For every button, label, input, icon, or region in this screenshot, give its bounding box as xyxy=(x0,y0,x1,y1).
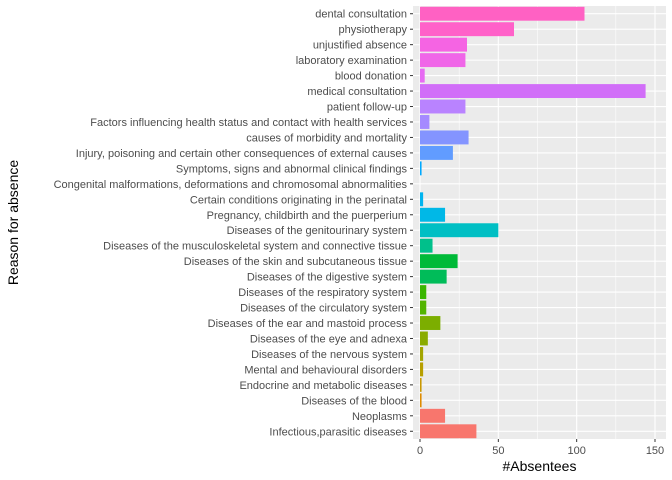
y-tick-label: Diseases of the genitourinary system xyxy=(227,225,407,237)
bar-26 xyxy=(420,393,422,408)
bar-27 xyxy=(420,408,446,423)
bar-22 xyxy=(420,331,428,346)
y-tick-label: Diseases of the skin and subcutaneous ti… xyxy=(184,256,407,268)
y-tick-label: laboratory examination xyxy=(296,55,407,67)
bar-19 xyxy=(420,285,427,300)
bar-7 xyxy=(420,99,466,114)
x-tick-label: 100 xyxy=(567,445,585,457)
y-tick-label: medical consultation xyxy=(307,86,407,98)
bar-18 xyxy=(420,269,447,284)
bar-6 xyxy=(420,84,646,99)
y-tick-label: Diseases of the musculoskeletal system a… xyxy=(103,241,407,253)
bar-13 xyxy=(420,192,424,207)
y-tick-label: Factors influencing health status and co… xyxy=(90,117,407,129)
y-tick-label: Mental and behavioural disorders xyxy=(244,364,407,376)
bar-2 xyxy=(420,22,514,37)
bar-20 xyxy=(420,300,427,315)
bar-17 xyxy=(420,254,458,269)
bar-10 xyxy=(420,145,453,160)
bar-8 xyxy=(420,115,430,129)
bar-16 xyxy=(420,238,433,253)
y-tick-label: Congenital malformations, deformations a… xyxy=(54,179,408,191)
y-tick-label: Injury, poisoning and certain other cons… xyxy=(76,148,408,160)
bar-24 xyxy=(420,362,424,377)
bar-23 xyxy=(420,346,424,361)
bar-14 xyxy=(420,207,446,222)
y-tick-label: unjustified absence xyxy=(313,40,407,52)
bar-3 xyxy=(420,37,467,52)
bar-4 xyxy=(420,53,466,68)
y-tick-label: physiotherapy xyxy=(339,24,408,36)
y-tick-label: Certain conditions originating in the pe… xyxy=(190,194,407,206)
x-tick-label: 50 xyxy=(492,445,504,457)
y-tick-label: Diseases of the circulatory system xyxy=(240,303,407,315)
y-tick-label: Diseases of the nervous system xyxy=(251,349,407,361)
y-tick-label: patient follow-up xyxy=(327,102,407,114)
y-tick-label: Infectious,parasitic diseases xyxy=(269,426,407,438)
y-tick-label: Diseases of the ear and mastoid process xyxy=(208,318,408,330)
x-axis-title: #Absentees xyxy=(503,458,577,474)
bar-21 xyxy=(420,316,441,330)
bar-11 xyxy=(420,161,422,176)
y-tick-label: Diseases of the blood xyxy=(301,395,407,407)
bar-25 xyxy=(420,377,422,392)
y-tick-label: causes of morbidity and mortality xyxy=(246,132,407,144)
y-tick-label: blood donation xyxy=(335,71,407,83)
bar-5 xyxy=(420,68,425,83)
y-axis-title: Reason for absence xyxy=(5,160,21,286)
x-tick-label: 150 xyxy=(646,445,664,457)
plot-panel xyxy=(413,6,666,439)
bar-15 xyxy=(420,223,499,238)
bar-9 xyxy=(420,130,469,145)
y-tick-label: Diseases of the respiratory system xyxy=(238,287,407,299)
y-tick-label: Pregnancy, childbirth and the puerperium xyxy=(207,210,407,222)
x-tick-label: 0 xyxy=(417,445,423,457)
y-tick-label: Endocrine and metabolic diseases xyxy=(239,380,407,392)
bar-28 xyxy=(420,424,477,439)
y-tick-label: Neoplasms xyxy=(352,411,408,423)
bar-1 xyxy=(420,6,585,21)
y-tick-label: Symptoms, signs and abnormal clinical fi… xyxy=(176,163,408,175)
y-tick-label: Diseases of the digestive system xyxy=(247,272,407,284)
y-tick-label: dental consultation xyxy=(315,9,407,21)
y-tick-label: Diseases of the eye and adnexa xyxy=(250,333,408,345)
